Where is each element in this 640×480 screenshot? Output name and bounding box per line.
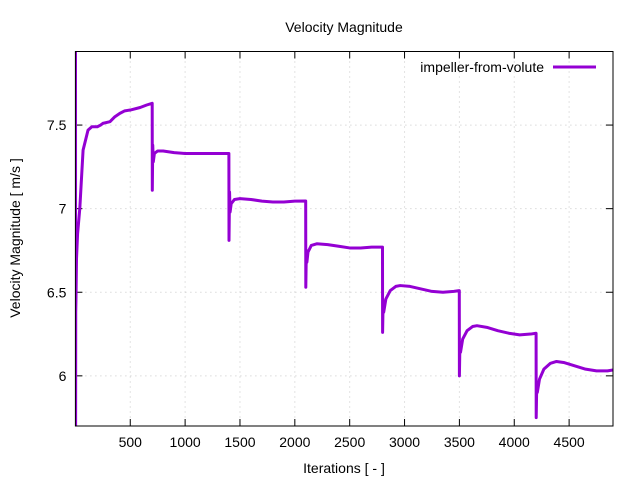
- x-axis-label: Iterations [ - ]: [303, 460, 385, 476]
- x-tick-label: 2500: [334, 434, 365, 450]
- tick-labels: 500 1000 1500 2000 2500 3000 3500 4000 4500 6 6.5 7…: [47, 117, 585, 450]
- series-layer: [75, 51, 613, 426]
- legend-label: impeller-from-volute: [420, 59, 544, 75]
- x-tick-label: 4000: [499, 434, 530, 450]
- plot-frame: [74, 51, 614, 427]
- series-line: [75, 51, 613, 426]
- x-tick-label: 1000: [170, 434, 201, 450]
- x-tick-label: 4500: [554, 434, 585, 450]
- y-tick-label: 6: [59, 368, 67, 384]
- x-tick-label: 2000: [279, 434, 310, 450]
- legend: impeller-from-volute: [420, 59, 596, 75]
- chart-title: Velocity Magnitude: [285, 19, 403, 35]
- y-tick-label: 7.5: [47, 117, 67, 133]
- x-tick-label: 3000: [389, 434, 420, 450]
- y-tick-label: 6.5: [47, 284, 67, 300]
- y-axis-label: Velocity Magnitude [ m/s ]: [7, 158, 23, 318]
- x-tick-label: 3500: [444, 434, 475, 450]
- x-tick-label: 500: [119, 434, 143, 450]
- x-tick-label: 1500: [224, 434, 255, 450]
- y-tick-label: 7: [59, 201, 67, 217]
